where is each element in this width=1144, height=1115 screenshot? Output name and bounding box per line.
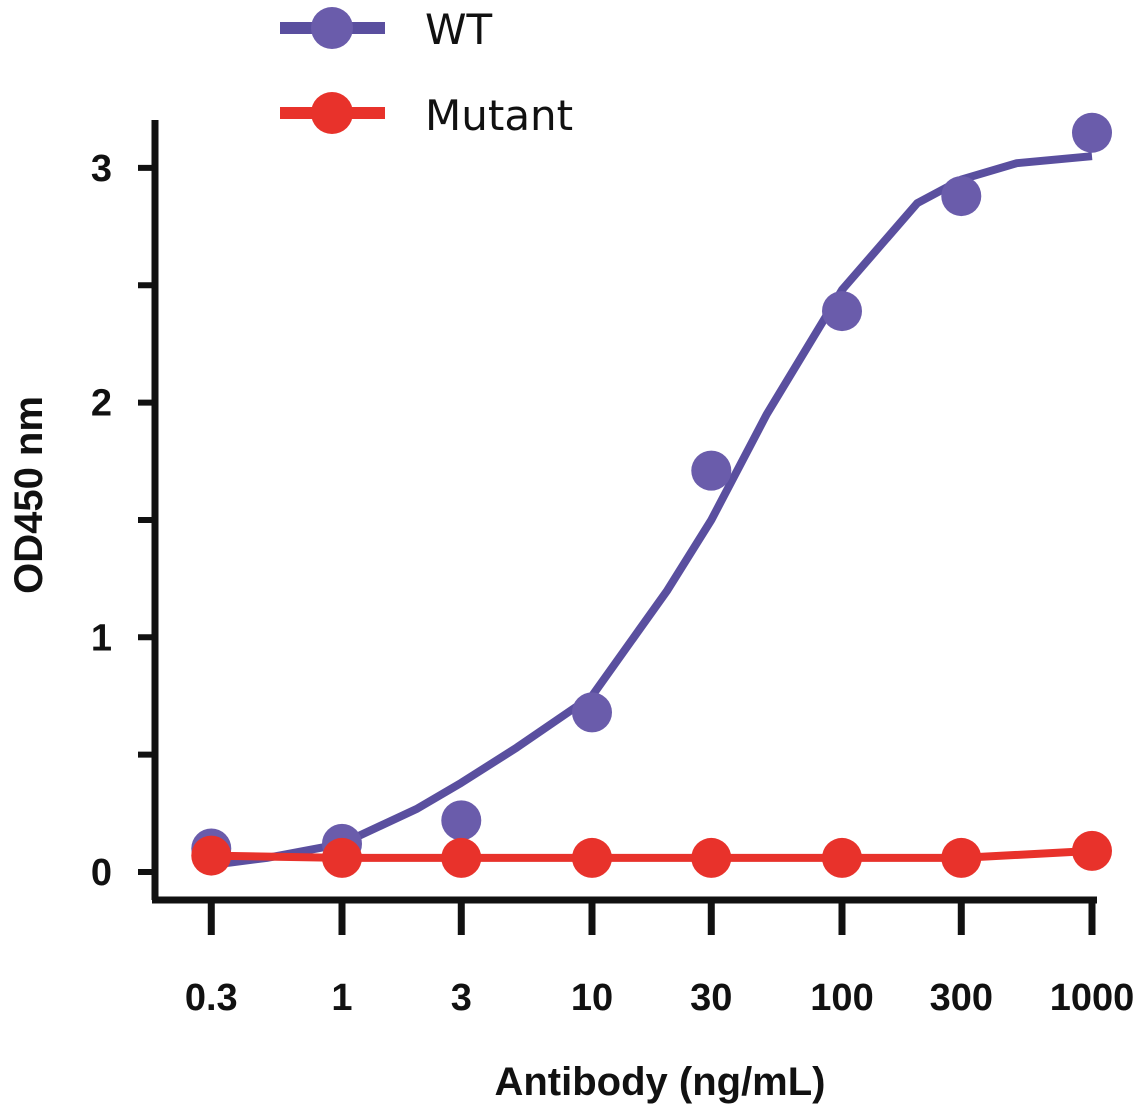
mutant-point bbox=[441, 837, 482, 878]
legend-mutant-label: Mutant bbox=[425, 91, 573, 140]
legend-item-wt: WT bbox=[280, 5, 493, 54]
axes: 0 1 2 3 0.3 1 3 10 30 100 300 1000 bbox=[91, 120, 1134, 1019]
x-tick-label: 0.3 bbox=[185, 977, 238, 1019]
wt-point bbox=[572, 692, 612, 733]
y-tick-label: 3 bbox=[91, 148, 112, 190]
legend-mutant-marker bbox=[311, 92, 353, 134]
x-tick-label: 100 bbox=[810, 977, 873, 1019]
legend-wt-marker bbox=[311, 7, 353, 49]
wt-point bbox=[822, 291, 862, 332]
mutant-point bbox=[691, 837, 732, 878]
y-axis-title: OD450 nm bbox=[7, 396, 51, 594]
x-tick-label: 300 bbox=[930, 977, 993, 1019]
mutant-point bbox=[1072, 830, 1112, 871]
y-tick-label: 0 bbox=[91, 852, 112, 894]
legend-wt-label: WT bbox=[425, 5, 493, 54]
x-tick-label: 1000 bbox=[1050, 977, 1135, 1019]
x-tick-label: 10 bbox=[571, 977, 613, 1019]
mutant-point bbox=[191, 835, 232, 876]
y-tick-label: 1 bbox=[91, 617, 112, 659]
x-tick-label: 1 bbox=[331, 977, 352, 1019]
wt-point bbox=[941, 176, 982, 217]
mutant-point bbox=[941, 837, 982, 878]
wt-fit-curve bbox=[210, 152, 1093, 869]
legend: WT Mutant bbox=[280, 5, 573, 140]
mutant-point bbox=[572, 837, 612, 878]
x-tick-label: 3 bbox=[451, 977, 472, 1019]
wt-point bbox=[691, 450, 732, 491]
mutant-point bbox=[322, 837, 362, 878]
mutant-point bbox=[822, 837, 862, 878]
x-tick-label: 30 bbox=[690, 977, 732, 1019]
plot-area bbox=[191, 112, 1112, 878]
y-tick-label: 2 bbox=[91, 383, 112, 425]
wt-point bbox=[441, 800, 482, 841]
wt-point bbox=[1072, 112, 1112, 153]
legend-item-mutant: Mutant bbox=[280, 91, 573, 140]
x-axis-title: Antibody (ng/mL) bbox=[494, 1060, 825, 1104]
